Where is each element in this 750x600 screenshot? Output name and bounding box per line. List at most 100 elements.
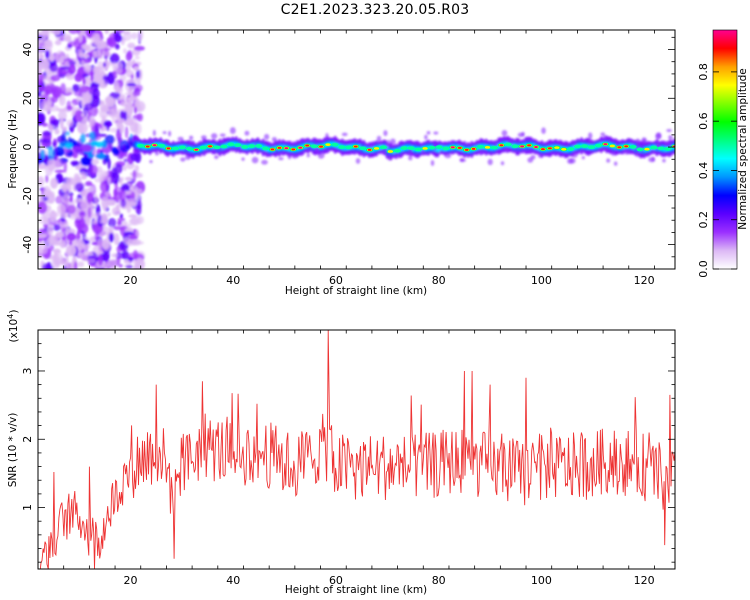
spectrogram-cell <box>644 147 650 151</box>
spectrogram-cell <box>500 161 505 166</box>
colorbar-tick-label: 0.0 <box>697 260 710 278</box>
spectrogram-cell <box>378 142 384 146</box>
spectrogram-cell <box>668 135 673 140</box>
spectrogram-cell <box>51 85 62 99</box>
spectrogram-cell <box>130 152 140 162</box>
spectrogram-cell <box>305 144 310 147</box>
spectrogram-cell <box>177 136 184 141</box>
spectrogram-cell <box>203 149 208 154</box>
spectrogram-cell <box>90 69 94 82</box>
spectrogram-cell <box>72 84 80 93</box>
spectrogram-cell <box>99 181 109 193</box>
spectrogram-cell <box>65 244 77 257</box>
spectrogram-cell <box>55 195 66 205</box>
spectrogram-cell <box>92 88 100 100</box>
spectrogram-cell <box>115 43 120 50</box>
spectrogram-cell <box>135 229 139 238</box>
spectrogram-cell <box>127 42 136 49</box>
spectrogram-cell <box>611 151 616 156</box>
spectrogram-cell <box>430 160 435 167</box>
spectrogram-cell <box>125 161 135 170</box>
spectrogram-cell <box>104 96 114 104</box>
spectrogram-cell <box>47 224 54 236</box>
spectrogram-cell <box>126 201 137 207</box>
spectrogram-cell <box>38 91 42 97</box>
spectrogram-cell <box>107 212 111 217</box>
spectrogram-panel: 20 40 60 80 100 120 -40 -20 0 20 40 Height of str… <box>7 29 676 297</box>
spectrogram-cell <box>554 146 560 149</box>
spectrogram-cell <box>120 199 127 208</box>
spectrogram-cell <box>214 155 219 160</box>
spectrogram-cell <box>85 181 93 187</box>
spectrogram-cell <box>104 153 110 163</box>
spectrogram-cell <box>115 252 126 259</box>
spectrogram-cell <box>355 158 361 164</box>
spectrogram-cell <box>414 147 422 152</box>
spectrogram-cell <box>119 110 125 120</box>
spectrogram-cell <box>185 146 193 151</box>
spectrogram-cell <box>310 144 318 149</box>
spectrogram-cell <box>41 141 52 148</box>
snr-frame <box>37 329 676 570</box>
spectrogram-cell <box>92 220 98 225</box>
spectrogram-cell <box>135 69 141 79</box>
spectrogram-cell <box>80 230 84 235</box>
spectrogram-cell <box>104 134 115 145</box>
colorbar: 0.0 0.2 0.4 0.6 0.8 Normalized spectral ampl… <box>697 29 749 278</box>
spectrogram-cell <box>38 138 49 144</box>
spectrogram-cell <box>49 54 55 62</box>
spectrogram-cell <box>530 154 536 160</box>
spectrogram-cell <box>261 146 270 151</box>
spectrogram-cell <box>109 53 120 64</box>
spectrogram-cell <box>390 138 396 146</box>
spectrogram-cell <box>133 106 138 114</box>
spectrogram-cell <box>229 127 236 134</box>
colorbar-gradient <box>712 29 738 270</box>
spectrogram-cell <box>118 263 123 268</box>
spectrogram-cell <box>278 157 284 161</box>
spectrogram-cell <box>47 158 56 172</box>
spectrogram-cell <box>81 252 89 262</box>
spectrogram-cell <box>528 147 534 152</box>
spectrogram-cell <box>113 233 120 246</box>
spectrogram-cell <box>73 146 83 150</box>
spectrogram-cell <box>126 49 133 60</box>
spectrogram-cell <box>123 111 128 121</box>
spectrogram-cell <box>111 206 121 216</box>
spectrogram-x-axis-title: Height of straight line (km) <box>285 285 427 297</box>
y-tick-label: 3 <box>21 367 34 374</box>
spectrogram-cell <box>201 135 207 140</box>
spectrogram-cell <box>134 121 139 134</box>
spectrogram-cell <box>171 146 180 151</box>
spectrogram-cell <box>331 142 339 147</box>
spectrogram-cell <box>66 232 77 242</box>
spectrogram-cell <box>420 149 426 155</box>
spectrogram-cell <box>534 145 539 148</box>
spectrogram-cell <box>38 39 44 44</box>
spectrogram-cell <box>94 232 100 241</box>
spectrogram-cell <box>43 223 49 228</box>
spectrogram-cell <box>131 32 138 40</box>
spectrogram-cell <box>123 223 132 227</box>
spectrogram-cell <box>52 141 57 148</box>
spectrogram-cell <box>42 130 52 137</box>
spectrogram-cell <box>71 102 75 115</box>
spectrogram-cell <box>77 220 82 234</box>
spectrogram-cell <box>180 157 186 162</box>
spectrogram-cell <box>449 140 456 144</box>
spectrogram-cell <box>89 116 96 127</box>
spectrogram-cell <box>368 142 375 148</box>
spectrogram-cell <box>208 145 213 148</box>
spectrogram-cell <box>635 138 640 143</box>
page-title: C2E1.2023.323.20.05.R03 <box>280 2 470 18</box>
spectrogram-cell <box>629 139 636 144</box>
spectrogram-cell <box>464 148 469 151</box>
colorbar-tick-label: 0.8 <box>697 63 710 81</box>
spectrogram-cell <box>129 217 139 226</box>
spectrogram-cell <box>373 147 380 150</box>
spectrogram-cell <box>137 79 141 85</box>
spectrogram-cell <box>50 74 61 82</box>
spectrogram-cell <box>572 142 577 146</box>
spectrogram-cell <box>90 83 100 87</box>
